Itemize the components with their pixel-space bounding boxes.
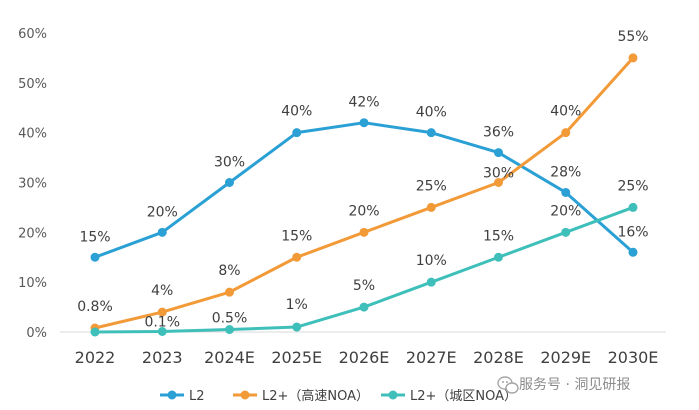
data-point (628, 53, 638, 63)
data-label: 25% (617, 178, 648, 194)
data-point (90, 327, 100, 337)
data-label: 30% (214, 155, 245, 171)
data-point (494, 178, 503, 187)
x-tick-label: 2025E (271, 348, 322, 367)
data-point (225, 287, 234, 297)
watermark-text: 服务号 · 洞见研报 (519, 377, 630, 393)
data-label: 40% (550, 104, 581, 120)
y-tick-label: 10% (18, 276, 47, 291)
data-point (359, 118, 369, 128)
data-point (628, 202, 638, 212)
y-tick-label: 40% (18, 127, 47, 142)
wechat-icon (497, 376, 519, 394)
data-label: 4% (151, 283, 173, 299)
data-point (359, 227, 369, 237)
data-label: 20% (550, 203, 581, 219)
data-label: 30% (483, 166, 514, 182)
data-label: 55% (617, 29, 648, 45)
data-point (426, 277, 436, 287)
data-point (225, 178, 234, 187)
series-line-3 (94, 206, 634, 334)
series-lines (90, 53, 638, 337)
legend-marker (167, 390, 177, 400)
x-tick-label: 2023 (142, 348, 183, 367)
data-label: 10% (416, 253, 447, 269)
x-tick-label: 2027E (406, 348, 457, 367)
data-point (292, 322, 302, 332)
y-tick-label: 20% (18, 226, 47, 241)
data-point (292, 252, 302, 262)
x-tick-label: 2028E (473, 348, 524, 367)
data-label: 42% (348, 95, 379, 111)
x-tick-label: 2026E (339, 348, 390, 367)
y-axis: 0% 10% 20% 30% 40% 50% 60% (18, 27, 47, 341)
data-point (426, 128, 436, 138)
data-label: 8% (218, 263, 240, 279)
data-point (426, 202, 436, 212)
legend-label: L2+（城区NOA） (410, 389, 517, 404)
data-point (157, 227, 167, 237)
data-point (359, 302, 369, 312)
data-label: 28% (550, 164, 581, 180)
data-point (561, 227, 571, 237)
data-point (90, 252, 100, 262)
legend-label: L2 (189, 389, 205, 404)
data-label: 0.5% (212, 311, 248, 327)
x-tick-label: 2022 (75, 348, 116, 367)
data-label: 0.1% (144, 315, 180, 331)
x-axis: 2022 2023 2024E 2025E 2026E 2027E 2028E 2029E 20… (75, 348, 659, 367)
y-tick-label: 60% (18, 27, 47, 42)
data-labels: 15% 20% 30% 40% 42% 40% 36% 28% 16% 0.8% 4% 8% 15% 20… (77, 29, 648, 331)
data-point (494, 148, 503, 158)
data-point (292, 128, 302, 138)
data-label: 15% (79, 229, 110, 245)
y-tick-label: 30% (18, 177, 47, 192)
x-tick-label: 2029E (540, 348, 591, 367)
x-tick-label: 2030E (608, 348, 659, 367)
y-tick-label: 0% (26, 326, 47, 341)
data-point (628, 247, 638, 257)
legend-label: L2+（高速NOA） (262, 388, 369, 404)
data-point (494, 252, 503, 262)
data-point (561, 128, 571, 138)
data-point (225, 325, 234, 335)
data-label: 40% (416, 105, 447, 121)
data-label: 1% (286, 297, 308, 313)
data-label: 20% (348, 203, 379, 219)
data-label: 25% (416, 178, 447, 194)
data-label: 36% (483, 125, 514, 141)
data-point (157, 307, 167, 317)
x-tick-label: 2024E (204, 348, 255, 367)
legend-marker (388, 390, 398, 400)
data-label: 40% (281, 104, 312, 120)
data-label: 16% (617, 224, 648, 240)
data-label: 5% (353, 278, 375, 294)
data-label: 15% (281, 228, 312, 244)
y-tick-label: 50% (18, 77, 47, 92)
legend-marker (240, 390, 250, 400)
legend: L2 L2+（高速NOA） L2+（城区NOA） (160, 388, 517, 404)
data-point (561, 187, 571, 197)
data-point (157, 327, 167, 337)
watermark: 服务号 · 洞见研报 (497, 376, 630, 394)
data-label: 0.8% (77, 299, 113, 315)
data-label: 20% (147, 204, 178, 220)
data-label: 15% (483, 228, 514, 244)
